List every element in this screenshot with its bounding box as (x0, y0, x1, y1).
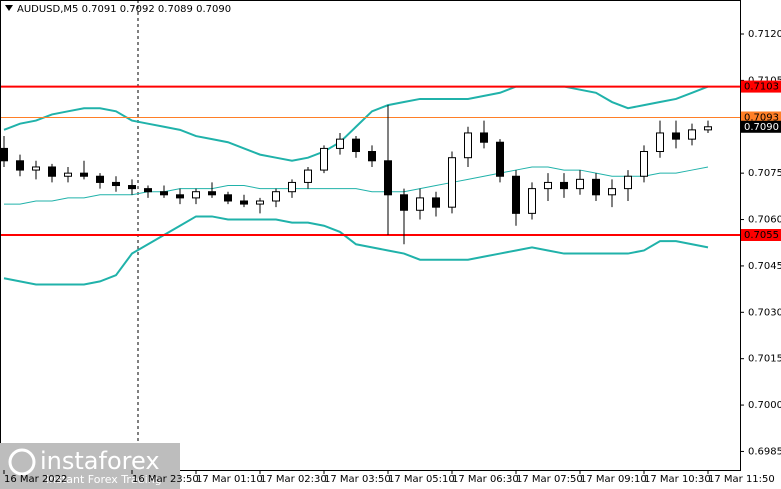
candle-body (544, 181, 552, 190)
level-label-box (741, 111, 781, 124)
x-tick-label: 17 Mar 06:30 (452, 474, 519, 485)
x-tick-label: 17 Mar 03:50 (324, 474, 391, 485)
candle-body (16, 160, 24, 171)
candle-body (208, 191, 216, 196)
candle-body (624, 175, 632, 190)
watermark-box (0, 443, 180, 489)
chart-title: AUDUSD,M5 0.7091 0.7092 0.7089 0.7090 (17, 4, 231, 15)
y-tick-label: 0.6985 (748, 446, 781, 457)
x-tick-label: 16 Mar 23:50 (132, 474, 199, 485)
y-tick-label: 0.7075 (748, 168, 781, 179)
candle-body (64, 172, 72, 177)
candle-body (240, 200, 248, 205)
candle-body (464, 132, 472, 159)
last-price-label: 0.7090 (744, 122, 779, 133)
candle-body (432, 197, 440, 208)
candle-body (0, 147, 8, 162)
y-tick-label: 0.7045 (748, 261, 781, 272)
candle-body (400, 194, 408, 211)
band-line (3, 215, 709, 286)
candle-body (32, 166, 40, 171)
plot-frame (0, 0, 741, 471)
candle-body (80, 172, 88, 177)
level-label: 0.7103 (744, 82, 779, 93)
x-tick-label: 17 Mar 11:50 (708, 474, 775, 485)
candle-body (352, 138, 360, 153)
x-tick-label: 17 Mar 07:50 (516, 474, 583, 485)
candle-body (656, 132, 664, 153)
candle-body (384, 160, 392, 196)
watermark-brand: instaforex (40, 447, 160, 475)
candle-body (128, 185, 136, 190)
candle-body (608, 188, 616, 196)
candle-body (304, 169, 312, 183)
candle-body (160, 191, 168, 196)
y-tick-label: 0.7015 (748, 354, 781, 365)
candle-body (512, 175, 520, 214)
candle-body (496, 141, 504, 177)
candle-body (672, 132, 680, 140)
x-tick-label: 17 Mar 05:10 (388, 474, 455, 485)
candle-body (96, 175, 104, 183)
symbol-icon (5, 5, 13, 11)
last-price-box (741, 120, 781, 133)
candle-body (528, 188, 536, 214)
candle-body (192, 191, 200, 199)
y-tick-label: 0.7120 (748, 29, 781, 40)
y-tick-label: 0.7030 (748, 307, 781, 318)
band-line (4, 166, 709, 205)
watermark-tagline: Instant Forex Trading (46, 473, 162, 486)
candle-body (560, 181, 568, 190)
candle-body (592, 178, 600, 196)
candle-body (320, 147, 328, 171)
watermark: instaforex Instant Forex Trading (0, 443, 180, 489)
candle-body (368, 151, 376, 162)
level-label-box (741, 229, 781, 241)
y-tick-label: 0.7060 (748, 215, 781, 226)
candle-body (416, 197, 424, 211)
candle-body (640, 151, 648, 177)
candle-body (480, 132, 488, 143)
x-tick-label: 17 Mar 10:30 (644, 474, 711, 485)
candle-body (256, 200, 264, 205)
band-line (3, 85, 709, 162)
watermark-logo (8, 448, 36, 476)
candle-body (704, 126, 712, 131)
candle-body (336, 138, 344, 149)
candle-body (448, 157, 456, 208)
candle-body (272, 191, 280, 202)
x-tick-label: 17 Mar 09:10 (580, 474, 647, 485)
plot-area (0, 85, 740, 286)
x-tick-label: 16 Mar 2022 (4, 474, 67, 485)
level-label: 0.7055 (744, 230, 779, 241)
candle-body (288, 181, 296, 193)
candle-body (576, 178, 584, 190)
candle-body (144, 188, 152, 193)
candle-body (112, 181, 120, 187)
y-tick-label: 0.7000 (748, 400, 781, 411)
candle-body (176, 194, 184, 199)
candle-body (688, 129, 696, 140)
candle-body (48, 166, 56, 177)
level-label: 0.7093 (744, 113, 779, 124)
x-tick-label: 17 Mar 02:30 (260, 474, 327, 485)
candle-body (224, 194, 232, 202)
x-tick-label: 17 Mar 01:10 (196, 474, 263, 485)
level-label-box (741, 80, 781, 93)
